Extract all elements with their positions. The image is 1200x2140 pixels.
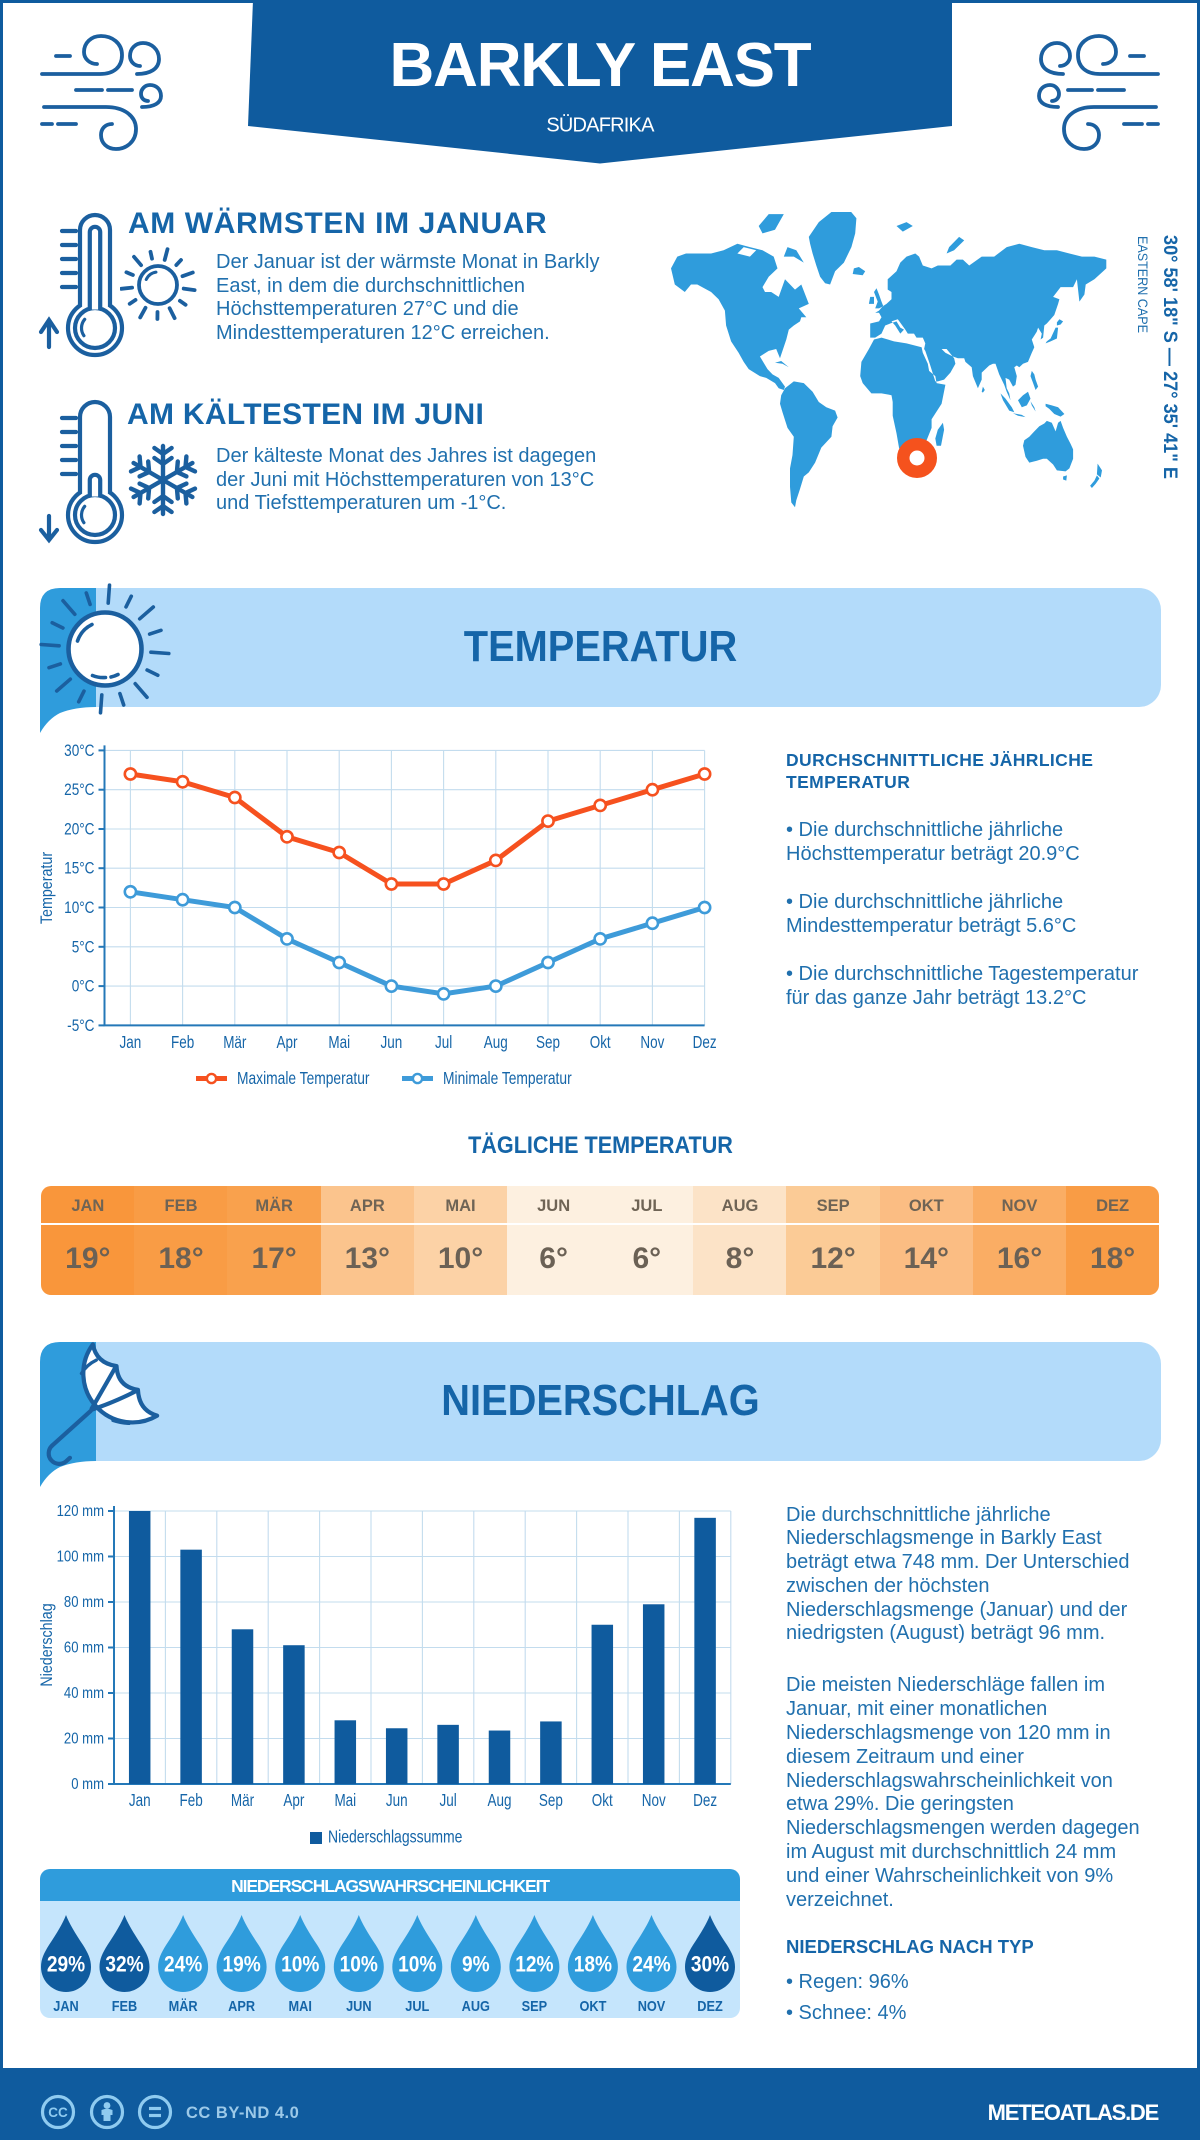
- svg-text:9%: 9%: [462, 1952, 490, 1977]
- svg-text:60 mm: 60 mm: [64, 1639, 104, 1656]
- svg-text:Aug: Aug: [487, 1792, 511, 1811]
- svg-text:20 mm: 20 mm: [64, 1730, 104, 1747]
- svg-text:Mai: Mai: [334, 1792, 356, 1811]
- svg-text:15°C: 15°C: [64, 859, 94, 878]
- svg-text:Feb: Feb: [171, 1034, 194, 1053]
- svg-text:24%: 24%: [164, 1952, 203, 1977]
- svg-text:Apr: Apr: [277, 1034, 298, 1053]
- svg-text:CC: CC: [48, 2105, 68, 2120]
- svg-text:-5°C: -5°C: [67, 1017, 94, 1036]
- svg-text:BARKLY EAST: BARKLY EAST: [390, 31, 812, 100]
- svg-text:Jul: Jul: [439, 1792, 456, 1811]
- svg-text:APR: APR: [228, 1997, 255, 2014]
- svg-text:Feb: Feb: [179, 1792, 202, 1811]
- svg-text:Jun: Jun: [386, 1792, 408, 1811]
- svg-text:Aug: Aug: [484, 1034, 508, 1053]
- svg-text:30°C: 30°C: [64, 742, 94, 761]
- svg-text:10%: 10%: [340, 1952, 379, 1977]
- svg-text:METEOATLAS.DE: METEOATLAS.DE: [988, 2100, 1159, 2125]
- svg-text:Dez: Dez: [693, 1792, 717, 1811]
- svg-text:Niederschlagssumme: Niederschlagssumme: [328, 1828, 463, 1847]
- svg-text:25°C: 25°C: [64, 781, 94, 800]
- svg-text:SEP: SEP: [522, 1997, 547, 2014]
- svg-text:19%: 19%: [222, 1952, 261, 1977]
- svg-text:Mär: Mär: [231, 1792, 254, 1811]
- svg-text:Apr: Apr: [283, 1792, 304, 1811]
- svg-text:JAN: JAN: [53, 1997, 78, 2014]
- svg-text:10%: 10%: [398, 1952, 437, 1977]
- svg-text:Jul: Jul: [435, 1034, 452, 1053]
- svg-text:5°C: 5°C: [72, 938, 95, 957]
- svg-text:DEZ: DEZ: [697, 1997, 723, 2014]
- svg-text:FEB: FEB: [112, 1997, 137, 2014]
- svg-text:JUN: JUN: [346, 1997, 371, 2014]
- svg-text:Jan: Jan: [120, 1034, 142, 1053]
- svg-text:Niederschlag: Niederschlag: [38, 1603, 56, 1686]
- svg-text:Sep: Sep: [536, 1034, 560, 1053]
- svg-text:Okt: Okt: [590, 1034, 612, 1053]
- svg-text:SÜDAFRIKA: SÜDAFRIKA: [546, 115, 655, 137]
- svg-text:NOV: NOV: [638, 1997, 666, 2014]
- svg-text:Jun: Jun: [381, 1034, 403, 1053]
- svg-text:12%: 12%: [515, 1952, 554, 1977]
- svg-text:Nov: Nov: [640, 1034, 664, 1053]
- svg-text:32%: 32%: [105, 1952, 144, 1977]
- svg-text:10°C: 10°C: [64, 899, 94, 918]
- svg-text:30%: 30%: [691, 1952, 730, 1977]
- svg-text:Temperatur: Temperatur: [38, 852, 56, 924]
- svg-text:18%: 18%: [574, 1952, 613, 1977]
- svg-text:Dez: Dez: [693, 1034, 717, 1053]
- svg-text:Minimale Temperatur: Minimale Temperatur: [443, 1070, 572, 1089]
- svg-text:100 mm: 100 mm: [57, 1548, 104, 1565]
- svg-text:AUG: AUG: [462, 1997, 490, 2014]
- svg-text:40 mm: 40 mm: [64, 1685, 104, 1702]
- svg-text:10%: 10%: [281, 1952, 320, 1977]
- svg-text:Nov: Nov: [642, 1792, 666, 1811]
- svg-text:JUL: JUL: [405, 1997, 430, 2014]
- svg-text:MÄR: MÄR: [169, 1997, 198, 2014]
- svg-text:Okt: Okt: [592, 1792, 614, 1811]
- svg-text:0 mm: 0 mm: [71, 1776, 104, 1793]
- svg-text:80 mm: 80 mm: [64, 1594, 104, 1611]
- svg-text:Sep: Sep: [539, 1792, 563, 1811]
- svg-text:24%: 24%: [632, 1952, 671, 1977]
- svg-text:Mär: Mär: [223, 1034, 246, 1053]
- svg-text:120 mm: 120 mm: [57, 1503, 104, 1520]
- svg-text:Maximale Temperatur: Maximale Temperatur: [237, 1070, 370, 1089]
- svg-text:Mai: Mai: [328, 1034, 350, 1053]
- svg-text:Jan: Jan: [129, 1792, 151, 1811]
- svg-text:OKT: OKT: [579, 1997, 606, 2014]
- svg-text:MAI: MAI: [289, 1997, 312, 2014]
- svg-text:CC BY-ND 4.0: CC BY-ND 4.0: [186, 2104, 299, 2122]
- svg-text:0°C: 0°C: [72, 977, 95, 996]
- svg-text:29%: 29%: [47, 1952, 86, 1977]
- svg-text:20°C: 20°C: [64, 820, 94, 839]
